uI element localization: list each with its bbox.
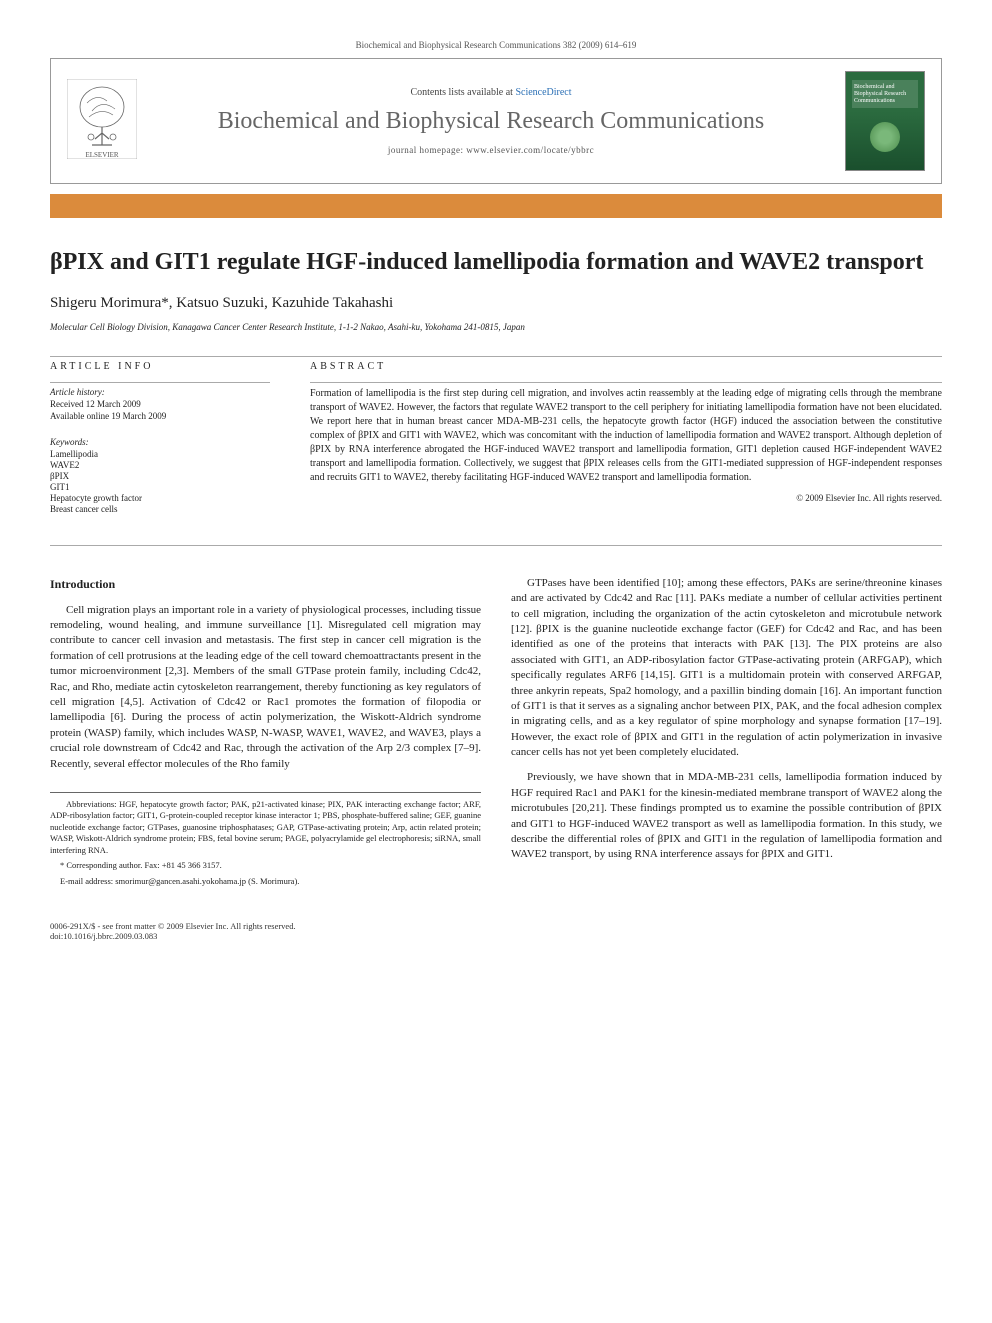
divider [310, 382, 942, 383]
contents-available-line: Contents lists available at ScienceDirec… [157, 87, 825, 98]
cover-image-icon [870, 122, 900, 152]
article-info-block: ARTICLE INFO Article history: Received 1… [50, 361, 270, 515]
received-date: Received 12 March 2009 [50, 399, 270, 409]
journal-homepage: journal homepage: www.elsevier.com/locat… [157, 145, 825, 155]
publisher-logo-block: ELSEVIER [67, 79, 137, 164]
corresponding-author-footnote: * Corresponding author. Fax: +81 45 366 … [50, 860, 481, 871]
body-two-columns: Introduction Cell migration plays an imp… [50, 576, 942, 891]
divider [50, 382, 270, 383]
article-title: βPIX and GIT1 regulate HGF-induced lamel… [50, 248, 942, 277]
page-footer: 0006-291X/$ - see front matter © 2009 El… [50, 921, 942, 941]
journal-banner: ELSEVIER Contents lists available at Sci… [50, 58, 942, 184]
svg-text:ELSEVIER: ELSEVIER [85, 151, 118, 159]
intro-paragraph-1: Cell migration plays an important role i… [50, 603, 481, 772]
footer-left: 0006-291X/$ - see front matter © 2009 El… [50, 921, 296, 941]
intro-heading: Introduction [50, 576, 481, 593]
running-header: Biochemical and Biophysical Research Com… [50, 40, 942, 50]
email-footnote: E-mail address: smorimur@gancen.asahi.yo… [50, 876, 481, 887]
article-meta-row: ARTICLE INFO Article history: Received 1… [50, 361, 942, 515]
abstract-copyright: © 2009 Elsevier Inc. All rights reserved… [310, 493, 942, 503]
abbreviations-footnote: Abbreviations: HGF, hepatocyte growth fa… [50, 799, 481, 856]
abstract-block: ABSTRACT Formation of lamellipodia is th… [310, 361, 942, 515]
journal-title: Biochemical and Biophysical Research Com… [157, 108, 825, 135]
banner-center: Contents lists available at ScienceDirec… [157, 87, 825, 155]
footnote-block: Abbreviations: HGF, hepatocyte growth fa… [50, 792, 481, 887]
keyword: GIT1 [50, 482, 270, 492]
left-column: Introduction Cell migration plays an imp… [50, 576, 481, 891]
keywords-label: Keywords: [50, 437, 270, 447]
intro-paragraph-3: Previously, we have shown that in MDA-MB… [511, 770, 942, 862]
online-date: Available online 19 March 2009 [50, 411, 270, 421]
history-label: Article history: [50, 387, 270, 397]
intro-paragraph-2: GTPases have been identified [10]; among… [511, 576, 942, 761]
author-list: Shigeru Morimura*, Katsuo Suzuki, Kazuhi… [50, 295, 942, 312]
orange-divider-bar [50, 194, 942, 218]
cover-thumbnail: Biochemical and Biophysical Research Com… [845, 71, 925, 171]
cover-journal-text: Biochemical and Biophysical Research Com… [854, 84, 916, 106]
divider [50, 545, 942, 546]
front-matter-line: 0006-291X/$ - see front matter © 2009 El… [50, 921, 296, 931]
right-column: GTPases have been identified [10]; among… [511, 576, 942, 891]
sciencedirect-link[interactable]: ScienceDirect [515, 87, 571, 98]
keyword: Lamellipodia [50, 449, 270, 459]
elsevier-tree-icon: ELSEVIER [67, 79, 137, 159]
keyword: WAVE2 [50, 460, 270, 470]
divider [50, 356, 942, 357]
abstract-text: Formation of lamellipodia is the first s… [310, 387, 942, 485]
abstract-heading: ABSTRACT [310, 361, 942, 372]
keyword: Hepatocyte growth factor [50, 493, 270, 503]
doi-line: doi:10.1016/j.bbrc.2009.03.083 [50, 931, 296, 941]
keyword: βPIX [50, 471, 270, 481]
affiliation: Molecular Cell Biology Division, Kanagaw… [50, 322, 942, 332]
article-info-heading: ARTICLE INFO [50, 361, 270, 372]
keyword: Breast cancer cells [50, 504, 270, 514]
